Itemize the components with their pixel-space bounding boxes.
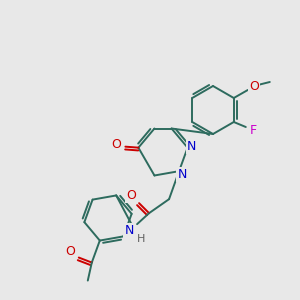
Text: N: N <box>124 224 134 237</box>
Text: O: O <box>65 245 75 258</box>
Text: N: N <box>177 168 187 181</box>
Text: O: O <box>111 138 121 151</box>
Text: O: O <box>126 189 136 202</box>
Text: O: O <box>249 80 259 92</box>
Text: F: F <box>250 124 257 136</box>
Text: H: H <box>137 234 145 244</box>
Text: N: N <box>187 140 196 153</box>
